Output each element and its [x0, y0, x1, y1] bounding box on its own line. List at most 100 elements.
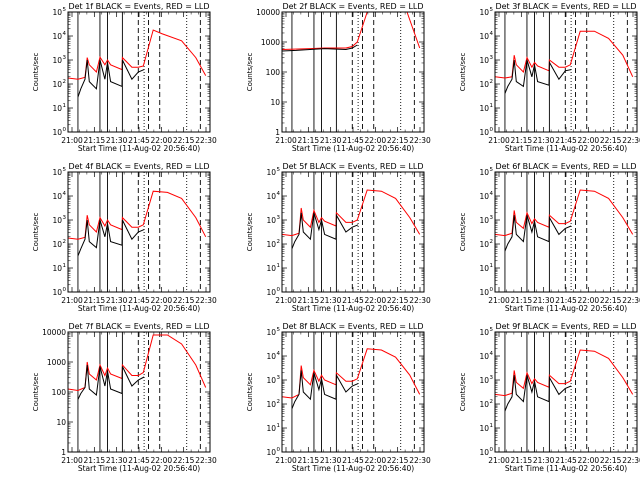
series-line-2 [291, 370, 359, 409]
series-line-1 [494, 349, 634, 397]
y-tick-exponent: 4 [490, 351, 494, 357]
y-axis-label: Counts/sec [246, 373, 254, 412]
x-tick-label: 21:30 [320, 136, 342, 145]
x-tick-label: 21:15 [511, 296, 533, 305]
y-tick-exponent: 0 [490, 287, 494, 293]
y-tick-label: 10 [479, 56, 489, 65]
y-tick-label: 10 [479, 264, 489, 273]
x-tick-label: 22:00 [365, 456, 387, 465]
x-tick-label: 22:00 [578, 136, 600, 145]
series-line-2 [504, 215, 572, 252]
plot-frame [67, 171, 211, 293]
series-line-1 [67, 190, 207, 240]
x-tick-label: 22:30 [409, 136, 431, 145]
y-tick-label: 100 [266, 68, 281, 77]
y-tick-label: 10 [266, 168, 276, 177]
x-tick-label: 21:00 [275, 456, 297, 465]
x-tick-label: 22:15 [387, 136, 409, 145]
x-tick-label: 22:30 [622, 136, 640, 145]
y-axis-label: Counts/sec [32, 213, 40, 252]
x-tick-label: 22:00 [365, 296, 387, 305]
x-tick-label: 21:30 [533, 296, 555, 305]
series-line-2 [281, 44, 358, 52]
x-tick-label: 21:45 [128, 136, 150, 145]
plot-frame [494, 331, 638, 453]
x-tick-label: 21:00 [488, 296, 510, 305]
y-tick-exponent: 4 [490, 191, 494, 197]
x-tick-label: 21:45 [128, 296, 150, 305]
series-line-1 [281, 189, 421, 237]
y-tick-exponent: 1 [277, 423, 281, 429]
y-tick-exponent: 5 [63, 7, 67, 13]
x-tick-label: 21:45 [128, 456, 150, 465]
chart-title: Det 9f BLACK = Events, RED = LLD [495, 322, 636, 331]
x-tick-label: 21:45 [555, 296, 577, 305]
x-axis-label: Start Time (11-Aug-02 20:56:40) [78, 464, 200, 473]
x-axis-label: Start Time (11-Aug-02 20:56:40) [505, 144, 627, 153]
x-tick-label: 21:15 [511, 456, 533, 465]
y-tick-label: 10 [52, 264, 62, 273]
x-tick-label: 22:15 [600, 456, 622, 465]
x-tick-label: 21:00 [275, 136, 297, 145]
series-line-2 [504, 375, 572, 412]
y-tick-label: 10 [266, 192, 276, 201]
chart-title: Det 4f BLACK = Events, RED = LLD [68, 162, 209, 171]
y-tick-label: 10 [479, 8, 489, 17]
series-line-2 [291, 212, 359, 249]
y-tick-label: 10 [52, 240, 62, 249]
y-tick-exponent: 4 [277, 191, 281, 197]
y-tick-label: 1 [275, 128, 280, 137]
y-tick-label: 10 [52, 192, 62, 201]
y-tick-label: 100 [52, 388, 67, 397]
x-tick-label: 21:30 [533, 136, 555, 145]
x-tick-label: 21:15 [298, 136, 320, 145]
y-tick-exponent: 1 [63, 103, 67, 109]
x-tick-label: 22:00 [151, 456, 173, 465]
y-tick-label: 1000 [47, 358, 66, 367]
plot-frame [494, 171, 638, 293]
plot-frame [281, 331, 425, 453]
x-tick-label: 22:30 [195, 136, 217, 145]
x-tick-label: 21:00 [61, 136, 83, 145]
x-tick-label: 21:15 [84, 296, 106, 305]
x-tick-label: 21:30 [320, 296, 342, 305]
y-axis-label: Counts/sec [459, 373, 467, 412]
series-line-2 [77, 364, 145, 400]
x-tick-label: 21:30 [106, 136, 128, 145]
y-tick-exponent: 5 [63, 167, 67, 173]
y-tick-exponent: 2 [277, 399, 281, 405]
y-tick-label: 10 [479, 104, 489, 113]
series-line-1 [281, 11, 421, 50]
y-tick-label: 10 [52, 8, 62, 17]
y-tick-exponent: 4 [63, 31, 67, 37]
y-tick-label: 10 [479, 376, 489, 385]
x-tick-label: 22:00 [151, 296, 173, 305]
x-tick-label: 21:45 [342, 136, 364, 145]
x-tick-label: 21:15 [84, 136, 106, 145]
y-tick-label: 10 [479, 352, 489, 361]
x-tick-label: 22:00 [365, 136, 387, 145]
y-tick-label: 10 [479, 240, 489, 249]
plot-frame [494, 11, 638, 133]
y-tick-exponent: 1 [490, 103, 494, 109]
y-tick-label: 10 [266, 448, 276, 457]
y-tick-label: 10 [479, 80, 489, 89]
y-tick-label: 10 [270, 98, 280, 107]
x-tick-label: 22:00 [578, 456, 600, 465]
y-tick-label: 10 [479, 400, 489, 409]
y-tick-exponent: 1 [63, 263, 67, 269]
x-axis-label: Start Time (11-Aug-02 20:56:40) [505, 304, 627, 313]
y-tick-label: 10 [266, 240, 276, 249]
x-tick-label: 22:15 [600, 136, 622, 145]
series-line-1 [67, 29, 207, 80]
x-tick-label: 22:15 [173, 136, 195, 145]
x-tick-label: 21:45 [342, 296, 364, 305]
chart-title: Det 1f BLACK = Events, RED = LLD [68, 2, 209, 11]
y-tick-exponent: 0 [490, 127, 494, 133]
y-tick-label: 10 [266, 376, 276, 385]
y-tick-exponent: 4 [277, 351, 281, 357]
y-tick-exponent: 3 [63, 55, 67, 61]
